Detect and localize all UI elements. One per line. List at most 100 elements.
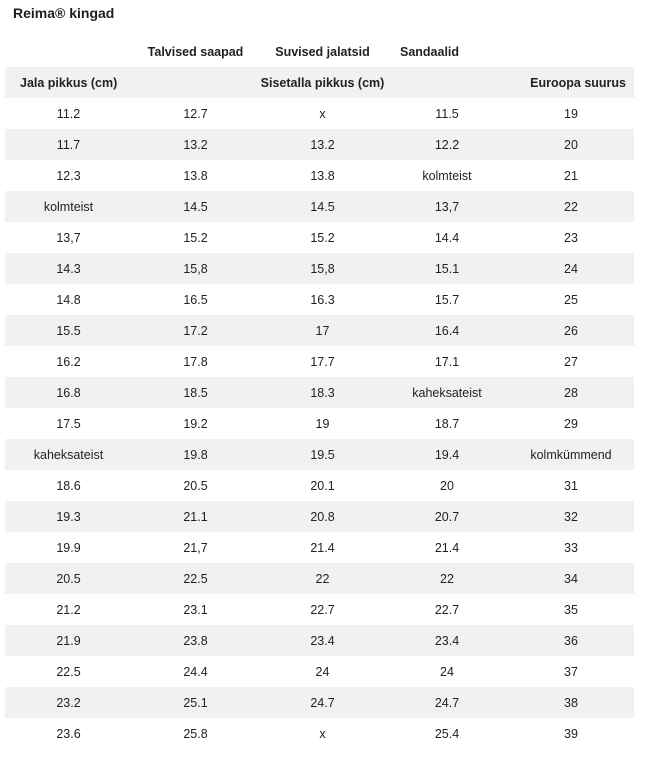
cell-eu-size: 33 — [508, 532, 634, 563]
cell-foot-length: 22.5 — [5, 656, 132, 687]
cell-foot-length: 19.9 — [5, 532, 132, 563]
column-header-eu-size: Euroopa suurus — [508, 67, 634, 98]
cell-eu-size: 23 — [508, 222, 634, 253]
cell-summer-shoes: 19.5 — [259, 439, 386, 470]
cell-sandals: 22 — [386, 563, 508, 594]
group-header-summer-shoes: Suvised jalatsid — [275, 44, 370, 59]
cell-summer-shoes: 16.3 — [259, 284, 386, 315]
cell-winter-boots: 17.8 — [132, 346, 259, 377]
cell-eu-size: 28 — [508, 377, 634, 408]
shoe-type-header-row: Talvised saapad Suvised jalatsid Sandaal… — [5, 36, 634, 67]
cell-sandals: 12.2 — [386, 129, 508, 160]
cell-summer-shoes: x — [259, 718, 386, 749]
cell-foot-length: 19.3 — [5, 501, 132, 532]
cell-eu-size: 20 — [508, 129, 634, 160]
table-row: 15.5 17.2 17 16.4 26 — [5, 315, 634, 346]
table-row: 14.8 16.5 16.3 15.7 25 — [5, 284, 634, 315]
cell-sandals: 20.7 — [386, 501, 508, 532]
table-row: 11.7 13.2 13.2 12.2 20 — [5, 129, 634, 160]
table-row: 21.2 23.1 22.7 22.7 35 — [5, 594, 634, 625]
cell-foot-length: 21.9 — [5, 625, 132, 656]
cell-sandals: 24.7 — [386, 687, 508, 718]
cell-eu-size: 37 — [508, 656, 634, 687]
table-row: 13,7 15.2 15.2 14.4 23 — [5, 222, 634, 253]
cell-foot-length: 20.5 — [5, 563, 132, 594]
cell-sandals: 22.7 — [386, 594, 508, 625]
cell-foot-length: 21.2 — [5, 594, 132, 625]
cell-winter-boots: 19.2 — [132, 408, 259, 439]
cell-eu-size: 36 — [508, 625, 634, 656]
cell-summer-shoes: 22 — [259, 563, 386, 594]
table-row: 14.3 15,8 15,8 15.1 24 — [5, 253, 634, 284]
cell-winter-boots: 14.5 — [132, 191, 259, 222]
cell-winter-boots: 21.1 — [132, 501, 259, 532]
column-header-row: Jala pikkus (cm) Sisetalla pikkus (cm) E… — [5, 67, 634, 98]
cell-foot-length: 23.6 — [5, 718, 132, 749]
table-row: 19.9 21,7 21.4 21.4 33 — [5, 532, 634, 563]
cell-summer-shoes: 13.2 — [259, 129, 386, 160]
cell-sandals: 11.5 — [386, 98, 508, 129]
group-header-winter-boots: Talvised saapad — [147, 44, 244, 59]
cell-eu-size: 39 — [508, 718, 634, 749]
group-header-empty — [5, 36, 132, 67]
table-row: 21.9 23.8 23.4 23.4 36 — [5, 625, 634, 656]
cell-sandals: kaheksateist — [386, 377, 508, 408]
table-row: 23.6 25.8 x 25.4 39 — [5, 718, 634, 749]
cell-winter-boots: 17.2 — [132, 315, 259, 346]
cell-winter-boots: 21,7 — [132, 532, 259, 563]
cell-eu-size: 26 — [508, 315, 634, 346]
cell-winter-boots: 22.5 — [132, 563, 259, 594]
cell-foot-length: 16.8 — [5, 377, 132, 408]
table-row: 12.3 13.8 13.8 kolmteist 21 — [5, 160, 634, 191]
cell-winter-boots: 25.8 — [132, 718, 259, 749]
cell-summer-shoes: 20.8 — [259, 501, 386, 532]
cell-eu-size: 25 — [508, 284, 634, 315]
cell-summer-shoes: 13.8 — [259, 160, 386, 191]
cell-summer-shoes: x — [259, 98, 386, 129]
cell-eu-size: kolmkümmend — [508, 439, 634, 470]
cell-eu-size: 38 — [508, 687, 634, 718]
cell-foot-length: 11.2 — [5, 98, 132, 129]
cell-foot-length: kolmteist — [5, 191, 132, 222]
cell-sandals: 16.4 — [386, 315, 508, 346]
cell-sandals: 14.4 — [386, 222, 508, 253]
cell-winter-boots: 25.1 — [132, 687, 259, 718]
cell-sandals: 20 — [386, 470, 508, 501]
cell-sandals: 15.1 — [386, 253, 508, 284]
table-row: 16.8 18.5 18.3 kaheksateist 28 — [5, 377, 634, 408]
page-title: Reima® kingad — [13, 5, 115, 21]
table-row: 16.2 17.8 17.7 17.1 27 — [5, 346, 634, 377]
table-row: 19.3 21.1 20.8 20.7 32 — [5, 501, 634, 532]
cell-summer-shoes: 15.2 — [259, 222, 386, 253]
table-row: 20.5 22.5 22 22 34 — [5, 563, 634, 594]
cell-summer-shoes: 24.7 — [259, 687, 386, 718]
cell-sandals: 21.4 — [386, 532, 508, 563]
cell-sandals: 15.7 — [386, 284, 508, 315]
cell-foot-length: 16.2 — [5, 346, 132, 377]
cell-summer-shoes: 19 — [259, 408, 386, 439]
cell-winter-boots: 18.5 — [132, 377, 259, 408]
cell-eu-size: 29 — [508, 408, 634, 439]
cell-eu-size: 24 — [508, 253, 634, 284]
cell-eu-size: 35 — [508, 594, 634, 625]
cell-summer-shoes: 17 — [259, 315, 386, 346]
table-row: 22.5 24.4 24 24 37 — [5, 656, 634, 687]
cell-winter-boots: 20.5 — [132, 470, 259, 501]
cell-foot-length: 13,7 — [5, 222, 132, 253]
cell-winter-boots: 15.2 — [132, 222, 259, 253]
cell-foot-length: 18.6 — [5, 470, 132, 501]
cell-winter-boots: 12.7 — [132, 98, 259, 129]
cell-winter-boots: 13.2 — [132, 129, 259, 160]
cell-foot-length: 23.2 — [5, 687, 132, 718]
cell-foot-length: 14.8 — [5, 284, 132, 315]
cell-foot-length: 12.3 — [5, 160, 132, 191]
cell-sandals: 19.4 — [386, 439, 508, 470]
table-row: 17.5 19.2 19 18.7 29 — [5, 408, 634, 439]
cell-winter-boots: 15,8 — [132, 253, 259, 284]
cell-summer-shoes: 23.4 — [259, 625, 386, 656]
cell-foot-length: 14.3 — [5, 253, 132, 284]
cell-foot-length: 11.7 — [5, 129, 132, 160]
column-header-insole-length: Sisetalla pikkus (cm) — [259, 67, 386, 98]
cell-winter-boots: 24.4 — [132, 656, 259, 687]
cell-eu-size: 31 — [508, 470, 634, 501]
